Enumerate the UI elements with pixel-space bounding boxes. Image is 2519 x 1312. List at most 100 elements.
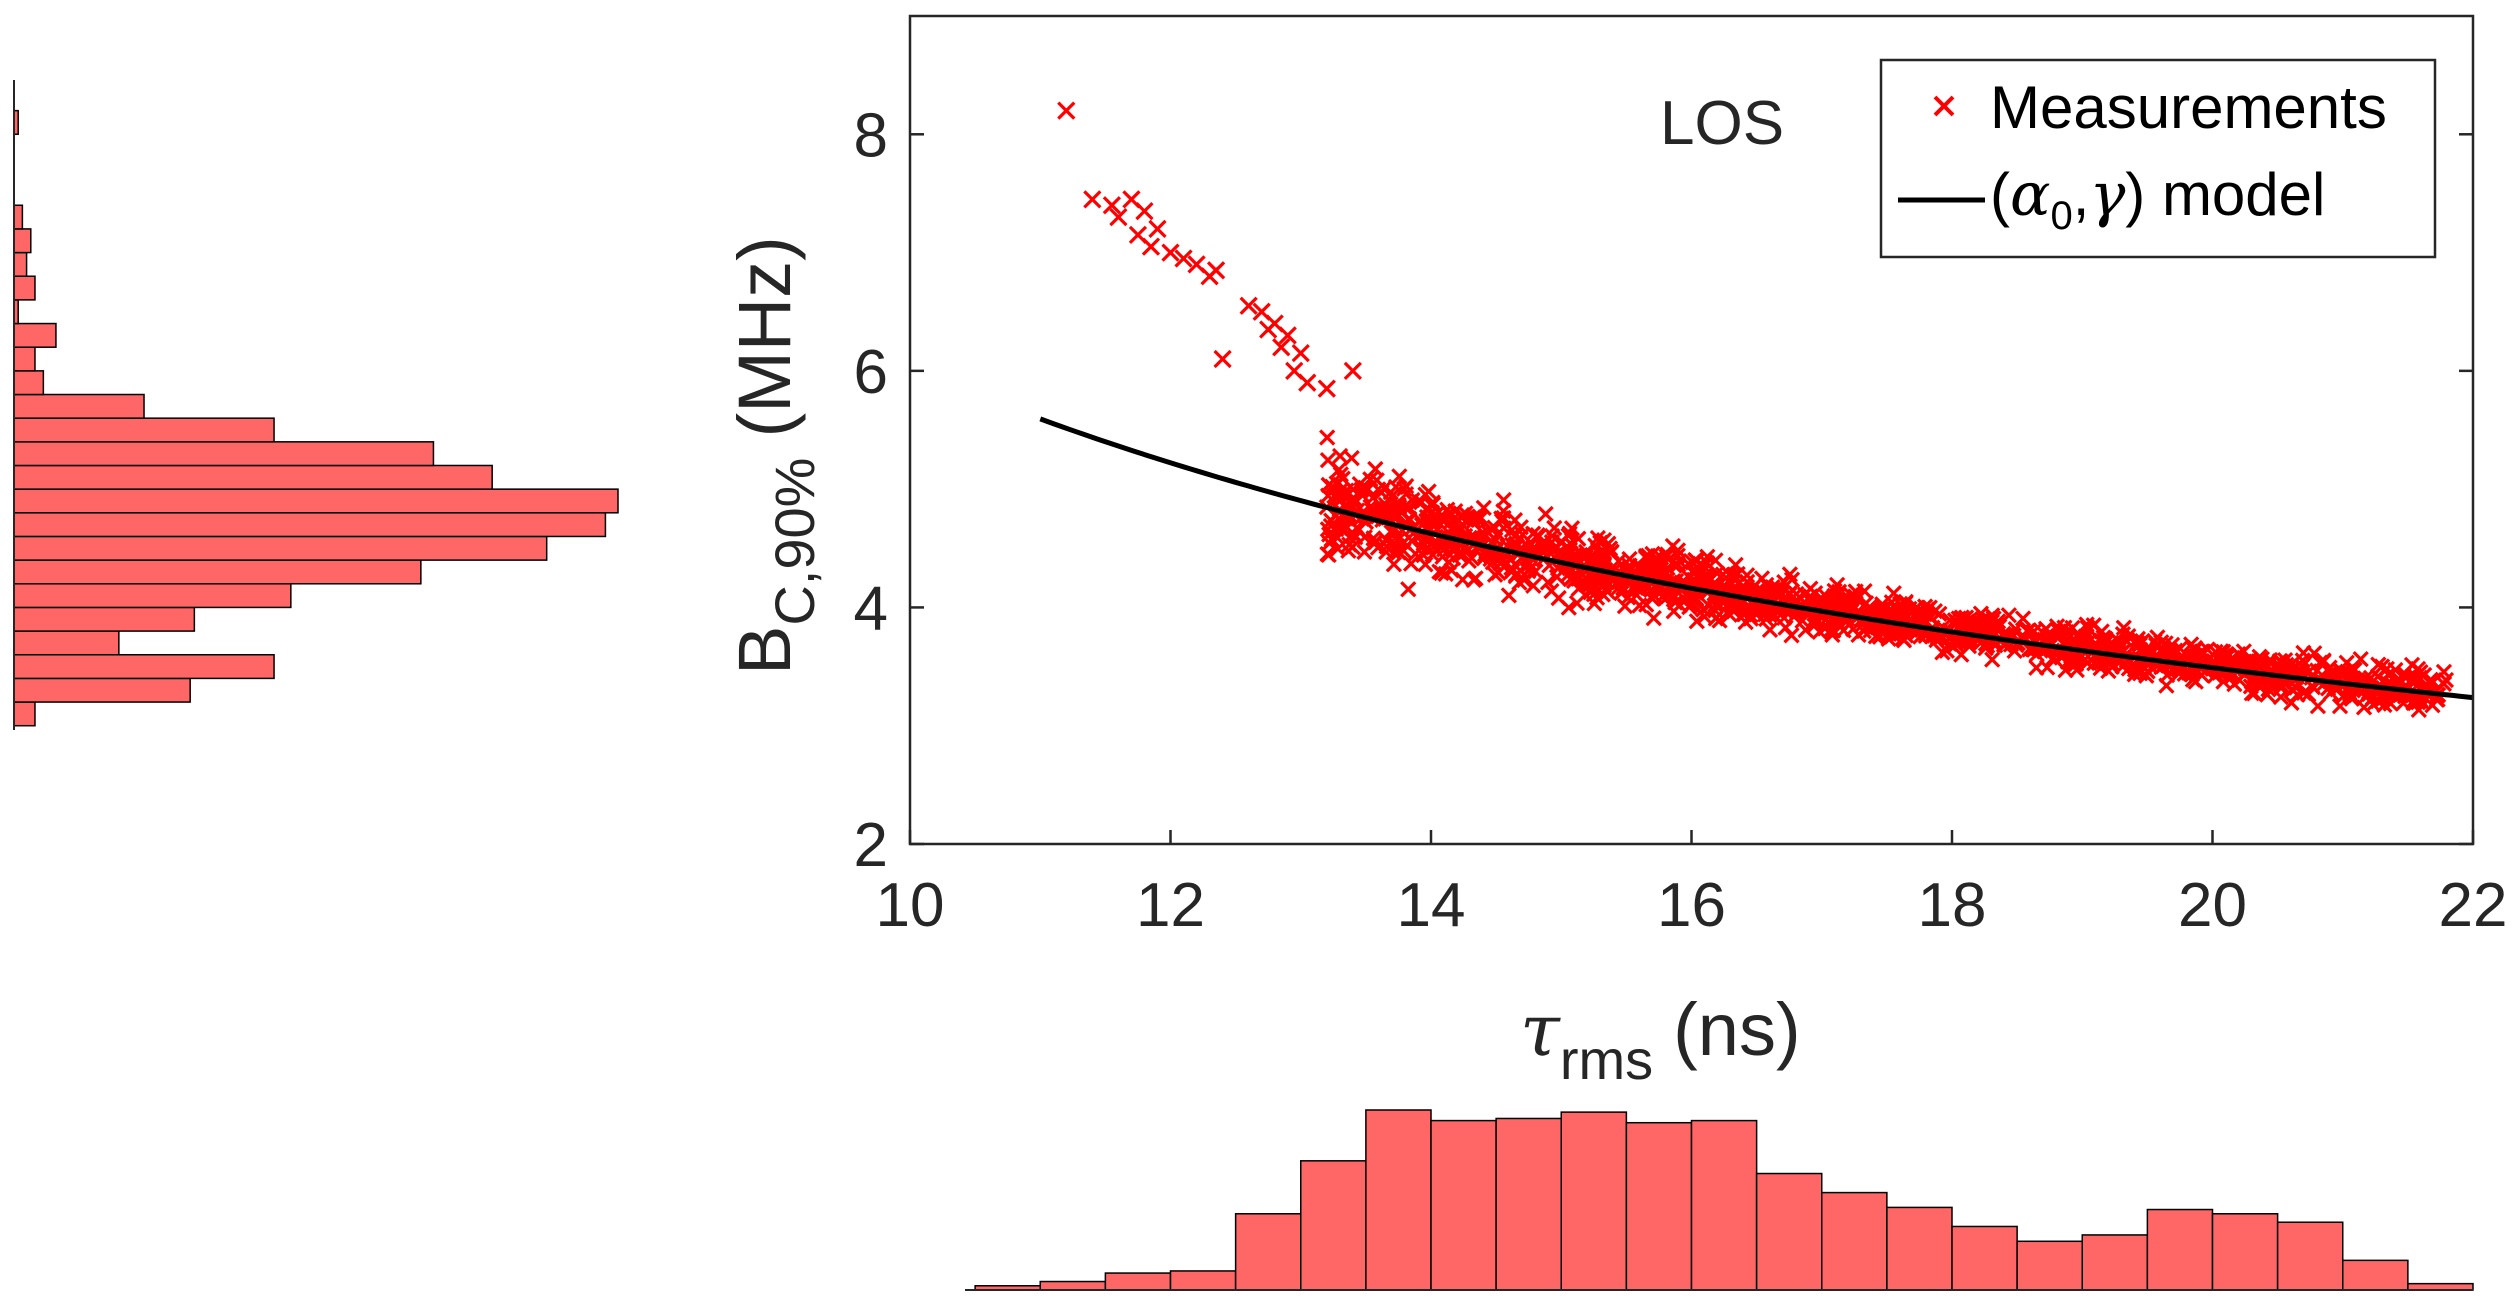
- measurement-point: [1537, 505, 1554, 523]
- measurement-point: [1367, 502, 1384, 519]
- measurement-point: [1465, 509, 1482, 526]
- measurement-point: [2411, 669, 2428, 687]
- los-annotation: LOS: [1660, 89, 1784, 158]
- measurement-point: [1748, 606, 1765, 623]
- tau-histogram-bar: [1951, 1225, 2018, 1291]
- measurement-point: [1640, 560, 1657, 577]
- measurement-point: [1343, 361, 1362, 380]
- measurement-point: [1353, 486, 1370, 503]
- measurement-point: [1440, 554, 1457, 571]
- measurement-point: [1548, 568, 1566, 586]
- b-histogram-bar: [13, 251, 28, 277]
- measurement-point: [1434, 512, 1451, 529]
- measurement-point: [2272, 679, 2290, 697]
- measurement-point: [1628, 586, 1645, 604]
- measurement-point: [2039, 659, 2056, 676]
- measurement-point: [2157, 635, 2174, 652]
- measurement-point: [1378, 543, 1395, 561]
- measurement-point: [2321, 659, 2338, 676]
- measurement-point: [1272, 338, 1291, 357]
- tau-histogram-bar: [2146, 1208, 2214, 1291]
- b-histogram-bar: [13, 322, 57, 348]
- tau-histogram-bar: [2016, 1240, 2083, 1291]
- tau-histogram-bar: [2081, 1234, 2149, 1291]
- b-histogram-bar: [13, 583, 292, 609]
- measurement-point: [2120, 660, 2137, 677]
- b-histogram-bar: [13, 393, 145, 419]
- measurement-point: [2068, 655, 2085, 672]
- y-axis-label: BC,90%(MHz): [723, 236, 826, 675]
- measurement-point: [1688, 613, 1705, 630]
- measurement-point: [1433, 564, 1450, 582]
- b-histogram-bar: [13, 275, 36, 301]
- measurement-point: [1460, 552, 1477, 569]
- measurement-point: [1400, 499, 1418, 516]
- measurement-point: [1298, 373, 1317, 392]
- measurement-point: [1991, 618, 2008, 635]
- tau-histogram-bar: [1039, 1280, 1107, 1291]
- measurement-point: [1420, 483, 1437, 500]
- b-histogram-bar: [13, 228, 32, 254]
- measurement-point: [1543, 582, 1560, 600]
- b-histogram-bar: [13, 535, 548, 561]
- b-histogram-bar: [13, 370, 45, 396]
- scatter-points: [1057, 101, 1362, 398]
- measurement-point: [1174, 249, 1193, 268]
- b-histogram-bar: [13, 488, 619, 514]
- measurement-point: [2343, 690, 2360, 707]
- tau-histogram-bar: [1169, 1270, 1237, 1291]
- measurement-point: [1395, 480, 1413, 497]
- measurement-point: [1570, 580, 1587, 597]
- tau-histogram-bar: [1495, 1117, 1562, 1291]
- b-histogram-bar: [13, 606, 196, 632]
- measurement-point: [1429, 513, 1446, 530]
- legend-measurements-label: Measurements: [1990, 74, 2387, 141]
- measurement-point: [1521, 560, 1538, 577]
- measurement-point: [1659, 559, 1676, 577]
- measurement-point: [1378, 538, 1395, 555]
- measurement-point: [1758, 610, 1775, 628]
- measurement-point: [2194, 643, 2211, 660]
- measurement-point: [1368, 472, 1385, 489]
- measurement-point: [1686, 565, 1703, 582]
- measurement-point: [1422, 496, 1439, 513]
- measurement-point: [2283, 694, 2300, 711]
- measurement-point: [1206, 261, 1226, 280]
- x-tick-label: 22: [2439, 871, 2508, 940]
- b-histogram-bar: [13, 441, 435, 467]
- tau-histogram-bar: [1886, 1206, 1953, 1291]
- tau-histogram-bar: [1234, 1213, 1302, 1291]
- measurement-point: [2403, 656, 2421, 674]
- measurement-point: [1830, 615, 1848, 632]
- measurement-point: [2309, 697, 2327, 715]
- measurement-point: [1761, 621, 1779, 638]
- measurement-point: [1934, 644, 1951, 661]
- measurement-point: [1486, 566, 1504, 583]
- measurement-point: [1714, 566, 1732, 583]
- measurement-point: [1332, 491, 1349, 509]
- x-tick-label: 16: [1657, 871, 1726, 940]
- tau-histogram-bar: [2342, 1259, 2409, 1291]
- measurement-point: [1320, 477, 1337, 494]
- measurement-point: [1806, 617, 1823, 634]
- measurement-point: [1317, 379, 1336, 398]
- measurement-point: [1565, 572, 1583, 589]
- measurement-point: [1957, 609, 1975, 626]
- measurement-point: [2052, 647, 2069, 664]
- b-histogram-bar: [13, 512, 607, 538]
- measurement-point: [1707, 552, 1724, 569]
- measurement-point: [1382, 484, 1399, 501]
- measurement-point: [2184, 671, 2201, 688]
- measurement-point: [1708, 565, 1726, 582]
- b-histogram-bar: [13, 701, 36, 727]
- x-axis-label: τrms (ns): [1520, 988, 1801, 1091]
- measurement-point: [1148, 219, 1167, 239]
- measurement-point: [1417, 556, 1434, 573]
- measurement-point: [1278, 326, 1297, 345]
- measurement-point: [1699, 548, 1716, 565]
- measurement-point: [2355, 699, 2373, 716]
- b-histogram-bar: [13, 204, 24, 230]
- x-tick-label: 12: [1136, 871, 1205, 940]
- measurement-point: [1495, 491, 1512, 509]
- b-histogram-bar: [13, 346, 36, 372]
